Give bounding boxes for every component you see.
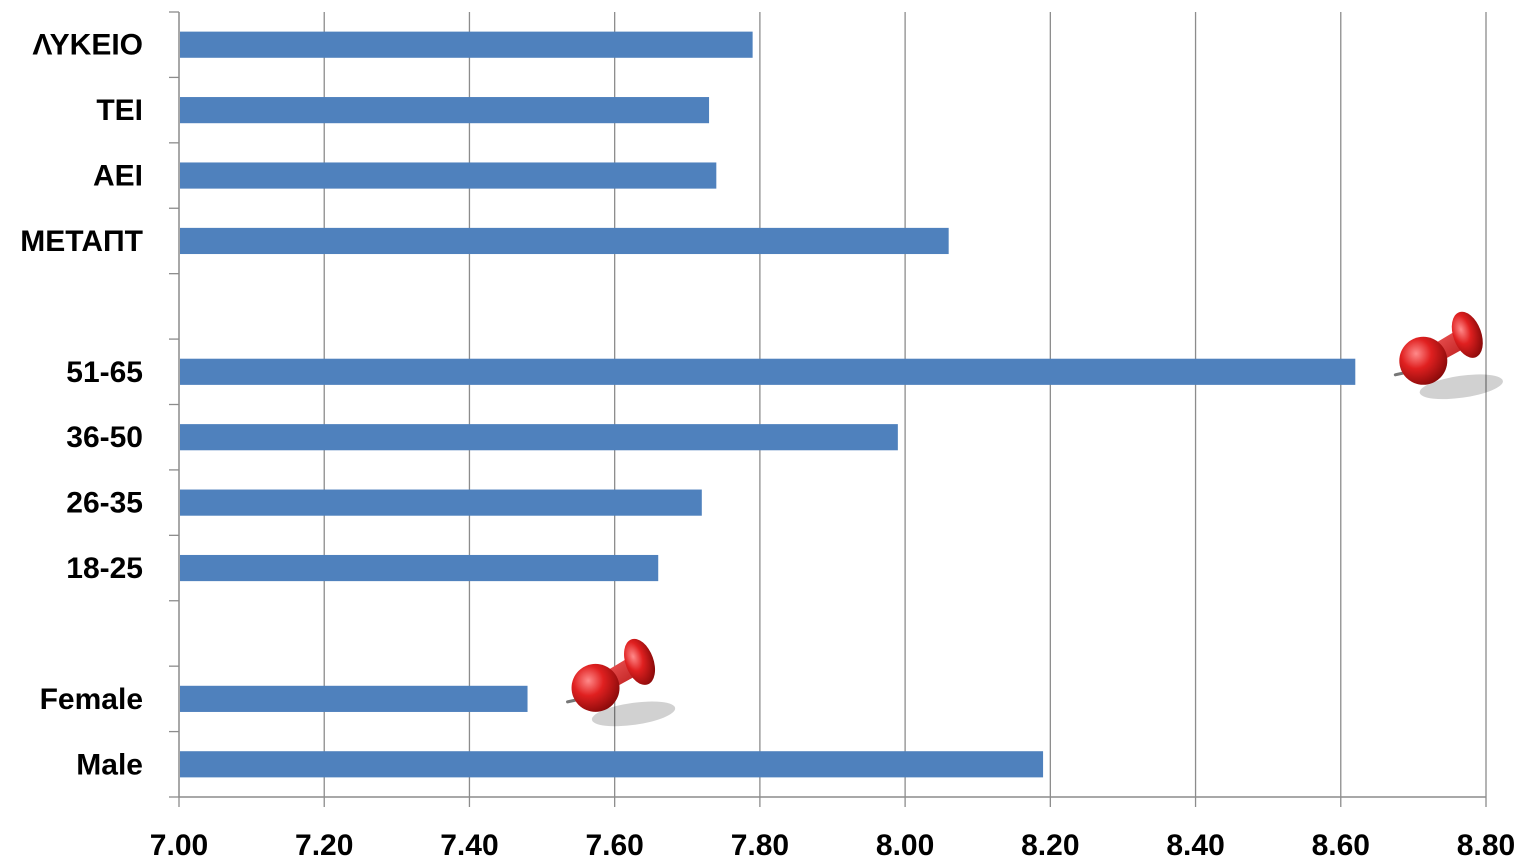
x-tick-label: 8.40 [1166, 829, 1224, 858]
bar [180, 227, 949, 255]
x-tick-labels: 7.00 7.20 7.40 7.60 7.80 8.00 8.20 8.40 8.60 8.80 [150, 829, 1515, 858]
bar [180, 685, 528, 712]
category-label: ΛΥΚΕΙΟ [32, 29, 143, 62]
pin-shadow [1419, 374, 1503, 400]
bar [180, 554, 659, 582]
category-label: 36-50 [66, 421, 143, 454]
category-label: 18-25 [66, 552, 143, 585]
category-label: Female [40, 683, 143, 716]
pushpin-icon [566, 638, 676, 727]
x-tick-label: 7.40 [440, 829, 498, 858]
x-tick-label: 8.60 [1312, 829, 1370, 858]
bar [180, 489, 702, 516]
category-label: Male [76, 748, 143, 781]
pin-shadow [591, 701, 676, 727]
pin-top [1451, 311, 1483, 358]
bar [180, 424, 898, 451]
axes [169, 11, 1487, 807]
bar [180, 358, 1356, 385]
bar [180, 162, 717, 189]
pin-base [571, 663, 620, 712]
category-label: 51-65 [66, 356, 143, 389]
pin-base [1399, 336, 1448, 385]
x-tick-label: 7.80 [731, 829, 789, 858]
category-label: 26-35 [66, 487, 143, 520]
bar [180, 97, 710, 124]
x-tick-label: 7.60 [585, 829, 643, 858]
category-label: ΤΕΙ [96, 94, 143, 127]
x-tick-label: 8.00 [876, 829, 934, 858]
bar [180, 31, 753, 58]
pushpin-icon [1393, 311, 1503, 400]
bars [180, 31, 1356, 778]
annotations [566, 311, 1503, 727]
gridlines [323, 12, 1487, 797]
bar [180, 751, 1044, 778]
x-tick-label: 7.00 [150, 829, 208, 858]
category-labels: ΛΥΚΕΙΟ ΤΕΙ ΑΕΙ ΜΕΤΑΠΤ 51-65 36-50 26-35 18-25 Fe… [20, 29, 143, 782]
category-label: ΑΕΙ [93, 160, 143, 193]
category-label: ΜΕΤΑΠΤ [20, 225, 143, 258]
x-tick-label: 8.80 [1457, 829, 1515, 858]
x-tick-label: 8.20 [1021, 829, 1079, 858]
x-tick-label: 7.20 [295, 829, 353, 858]
pin-top [624, 638, 656, 685]
